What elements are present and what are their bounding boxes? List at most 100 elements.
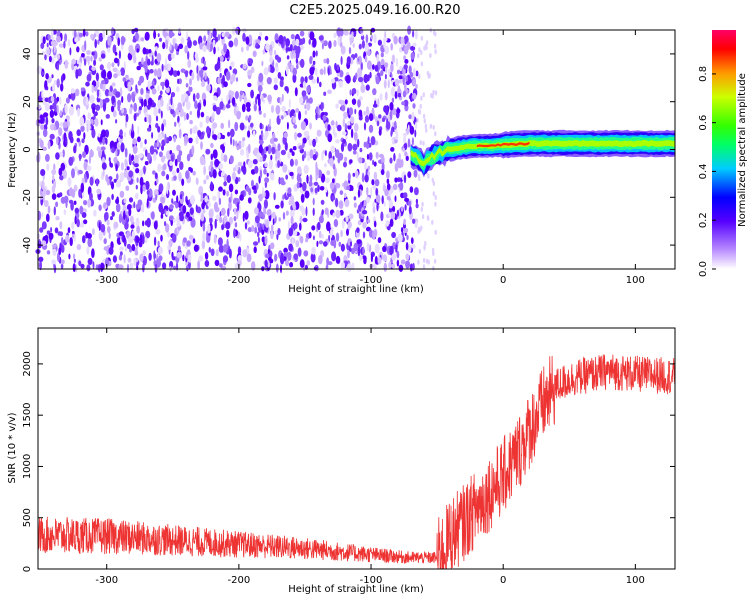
noise-cell bbox=[187, 254, 192, 263]
noise-cell bbox=[384, 74, 387, 80]
noise-cell bbox=[55, 216, 60, 221]
noise-cell bbox=[208, 208, 214, 219]
noise-cell bbox=[360, 61, 363, 71]
colorbar-ticks: 0.0 0.2 0.4 0.6 0.8 bbox=[698, 66, 716, 277]
noise-cell bbox=[293, 230, 298, 237]
noise-cell bbox=[339, 70, 344, 78]
noise-cell bbox=[306, 102, 311, 111]
noise-cell bbox=[321, 209, 324, 216]
noise-cell bbox=[234, 91, 239, 100]
noise-cell bbox=[282, 194, 285, 200]
noise-cell bbox=[327, 124, 331, 131]
noise-cell bbox=[285, 210, 289, 216]
noise-cell bbox=[415, 70, 419, 77]
noise-cell bbox=[45, 116, 49, 126]
noise-cell bbox=[200, 213, 205, 222]
noise-cell bbox=[274, 230, 278, 235]
noise-cell bbox=[207, 30, 210, 35]
noise-cell bbox=[392, 205, 396, 213]
noise-cell bbox=[270, 242, 275, 250]
noise-cell bbox=[121, 108, 125, 114]
noise-cell bbox=[142, 184, 146, 192]
noise-cell bbox=[348, 107, 354, 116]
noise-cell bbox=[418, 176, 421, 182]
noise-cell bbox=[56, 53, 61, 60]
noise-cell bbox=[59, 221, 63, 230]
noise-cell bbox=[277, 143, 281, 152]
noise-cell bbox=[294, 131, 298, 141]
noise-cell bbox=[127, 52, 133, 61]
noise-cell bbox=[259, 169, 263, 179]
noise-cell bbox=[158, 151, 163, 158]
noise-cell bbox=[80, 263, 85, 269]
noise-cell bbox=[380, 52, 384, 58]
noise-cell bbox=[157, 133, 163, 140]
noise-cell bbox=[41, 71, 44, 76]
noise-cell bbox=[236, 259, 242, 267]
noise-cell bbox=[153, 250, 156, 261]
noise-cell bbox=[414, 121, 418, 130]
noise-cell bbox=[312, 197, 315, 206]
noise-cell bbox=[75, 88, 80, 97]
noise-cell bbox=[205, 204, 208, 210]
noise-cell bbox=[186, 153, 191, 162]
noise-cell bbox=[280, 76, 284, 81]
noise-cell bbox=[363, 73, 369, 84]
noise-cell bbox=[41, 180, 45, 190]
noise-cell bbox=[206, 126, 210, 135]
noise-cell bbox=[230, 192, 233, 202]
x-tick-label: -300 bbox=[95, 275, 118, 286]
noise-cell bbox=[46, 49, 51, 55]
spectrogram-y-axis-label: Frequency (Hz) bbox=[7, 112, 18, 188]
noise-cell bbox=[233, 37, 239, 47]
noise-cell bbox=[62, 149, 65, 158]
noise-cell bbox=[406, 234, 409, 241]
noise-cell bbox=[344, 192, 347, 198]
x-tick-label: -100 bbox=[360, 575, 383, 586]
noise-cell bbox=[324, 177, 330, 184]
noise-cell bbox=[335, 255, 341, 264]
noise-cell bbox=[412, 42, 417, 47]
noise-cell bbox=[357, 99, 361, 108]
noise-cell bbox=[123, 132, 127, 138]
noise-cell bbox=[434, 195, 437, 200]
noise-cell bbox=[157, 33, 160, 38]
noise-cell bbox=[223, 43, 228, 54]
noise-cell bbox=[423, 245, 426, 251]
noise-cell bbox=[149, 69, 154, 74]
noise-cell bbox=[76, 137, 81, 143]
noise-cell bbox=[264, 177, 270, 184]
noise-cell bbox=[154, 263, 158, 273]
noise-cell bbox=[302, 81, 306, 89]
noise-cell bbox=[80, 182, 85, 193]
noise-cell bbox=[70, 201, 74, 211]
noise-cell bbox=[171, 170, 176, 176]
noise-cell bbox=[398, 264, 404, 272]
noise-cell bbox=[214, 36, 219, 43]
noise-cell bbox=[85, 119, 91, 126]
noise-cell bbox=[221, 134, 225, 140]
noise-cell bbox=[169, 204, 174, 210]
noise-cell bbox=[427, 259, 430, 265]
noise-cell bbox=[263, 99, 265, 104]
noise-cell bbox=[306, 85, 311, 94]
noise-cell bbox=[164, 79, 170, 88]
noise-cell bbox=[214, 63, 220, 72]
noise-cell bbox=[434, 201, 437, 207]
noise-cell bbox=[312, 207, 315, 216]
noise-cell bbox=[412, 67, 416, 77]
noise-cell bbox=[96, 79, 100, 89]
noise-cell bbox=[165, 210, 169, 216]
noise-cell bbox=[434, 49, 437, 55]
noise-cell bbox=[38, 152, 41, 162]
noise-cell bbox=[234, 189, 239, 195]
noise-cell bbox=[283, 112, 287, 118]
noise-cell bbox=[224, 31, 230, 37]
noise-cell bbox=[197, 130, 202, 138]
noise-cell bbox=[102, 102, 107, 112]
noise-cell bbox=[339, 209, 344, 216]
noise-cell bbox=[185, 211, 190, 218]
noise-cell bbox=[325, 264, 329, 270]
noise-cell bbox=[433, 43, 437, 49]
noise-cell bbox=[266, 77, 272, 85]
